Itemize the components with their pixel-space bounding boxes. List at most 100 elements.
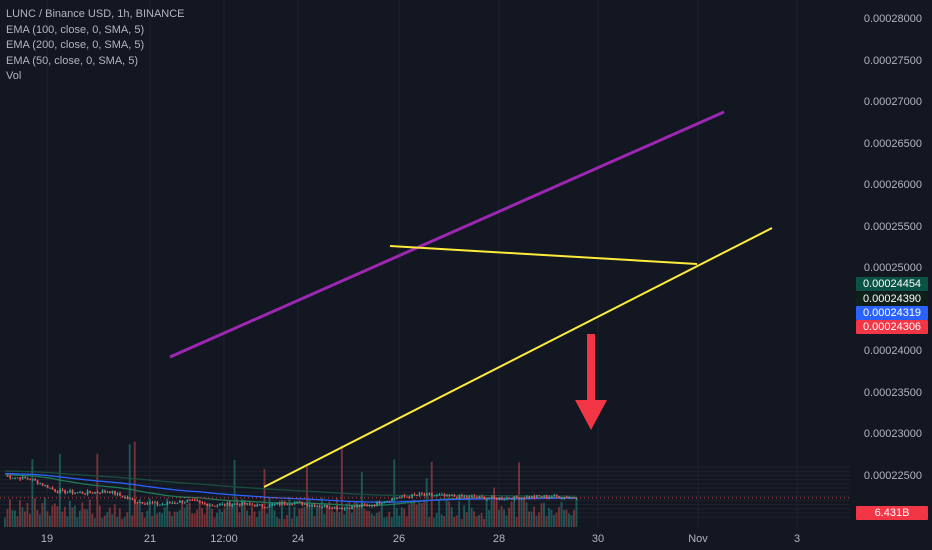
indicator-ema100-label[interactable]: EMA (100, close, 0, SMA, 5) bbox=[6, 23, 145, 36]
time-tick: 21 bbox=[143, 533, 157, 545]
candle-body bbox=[301, 501, 303, 505]
volume-bar bbox=[206, 503, 209, 527]
candle-body bbox=[388, 500, 391, 502]
volume-bar bbox=[186, 504, 189, 527]
candle-body bbox=[208, 505, 211, 507]
volume-bar bbox=[176, 511, 179, 527]
candle-body bbox=[111, 490, 114, 494]
volume-bar bbox=[253, 511, 256, 527]
volume-bar bbox=[395, 507, 398, 527]
candle-body bbox=[193, 499, 196, 501]
price-tick: 0.00026000 bbox=[863, 179, 922, 191]
volume-bar bbox=[400, 507, 403, 527]
candle-body bbox=[323, 505, 326, 507]
time-tick: 28 bbox=[492, 533, 506, 545]
candle-body bbox=[336, 506, 338, 509]
volume-bar bbox=[305, 466, 308, 527]
candle-body bbox=[181, 500, 184, 503]
volume-bar bbox=[555, 512, 558, 527]
candle-body bbox=[211, 505, 214, 507]
volume-bar bbox=[388, 511, 391, 527]
volume-bar bbox=[88, 499, 91, 527]
volume-bar bbox=[211, 509, 214, 527]
candle-body bbox=[550, 496, 553, 498]
badge-label: 0.00024306 bbox=[862, 321, 922, 333]
candle-body bbox=[326, 505, 328, 508]
candle-body bbox=[21, 476, 24, 480]
volume-bar bbox=[28, 513, 31, 527]
candle-body bbox=[520, 497, 523, 500]
candle-body bbox=[465, 496, 468, 498]
candle-body bbox=[316, 505, 318, 507]
volume-bar bbox=[136, 502, 139, 527]
candle-body bbox=[495, 497, 498, 500]
volume-bar bbox=[508, 507, 511, 527]
volume-bar bbox=[16, 516, 19, 527]
candle-body bbox=[186, 499, 189, 502]
volume-bar bbox=[113, 504, 116, 527]
candle-body bbox=[273, 504, 276, 506]
volume-bar bbox=[286, 514, 288, 527]
volume-bar bbox=[435, 512, 438, 527]
candle-body bbox=[248, 503, 251, 505]
volume-bar bbox=[223, 508, 226, 527]
candle-body bbox=[386, 500, 388, 503]
indicator-ema50-label[interactable]: EMA (50, close, 0, SMA, 5) bbox=[6, 54, 139, 67]
candle-body bbox=[206, 503, 209, 507]
candle-body bbox=[545, 495, 548, 498]
volume-bar bbox=[41, 503, 44, 527]
candle-body bbox=[241, 502, 244, 506]
candle-body bbox=[109, 491, 111, 494]
volume-bar bbox=[448, 501, 451, 527]
candle-body bbox=[505, 498, 508, 500]
volume-bar bbox=[43, 497, 46, 527]
candle-body bbox=[361, 504, 363, 507]
candle-body bbox=[503, 499, 506, 501]
volume-bar bbox=[423, 499, 426, 527]
volume-bar bbox=[353, 502, 356, 527]
volume-bar bbox=[570, 515, 573, 527]
volume-bar bbox=[468, 499, 471, 527]
volume-bar bbox=[563, 510, 565, 527]
volume-bar bbox=[261, 507, 263, 527]
volume-bar bbox=[4, 517, 6, 527]
candle-body bbox=[500, 498, 503, 500]
candle-body bbox=[201, 501, 204, 503]
volume-bar bbox=[455, 515, 458, 527]
candle-body bbox=[431, 493, 433, 496]
symbol-title[interactable]: LUNC / Binance USD, 1h, BINANCE bbox=[6, 8, 185, 20]
volume-bar bbox=[538, 512, 540, 527]
volume-bar bbox=[295, 516, 298, 527]
price-tick: 0.00027000 bbox=[863, 96, 922, 108]
badge-label: 0.00024390 bbox=[862, 293, 922, 305]
candle-body bbox=[421, 493, 423, 495]
volume-bar bbox=[258, 510, 261, 527]
candle-body bbox=[129, 498, 131, 500]
candle-body bbox=[188, 499, 191, 501]
volume-bar bbox=[158, 511, 161, 527]
volume-bar bbox=[548, 507, 550, 527]
candle-body bbox=[321, 506, 323, 508]
time-tick: 3 bbox=[793, 533, 801, 545]
candle-body bbox=[470, 495, 473, 497]
volume-bar bbox=[61, 511, 64, 527]
volume-bar bbox=[208, 502, 211, 527]
volume-bar bbox=[568, 513, 570, 527]
candle-body bbox=[44, 485, 46, 487]
volume-bar bbox=[283, 518, 286, 527]
candle-body bbox=[116, 493, 119, 495]
candle-body bbox=[41, 483, 44, 486]
candle-body bbox=[393, 498, 396, 500]
support-trendline bbox=[263, 227, 773, 488]
volume-bar bbox=[73, 505, 76, 527]
candle-body bbox=[268, 504, 271, 508]
time-tick: 12:00 bbox=[210, 533, 238, 545]
candle-body bbox=[461, 494, 463, 497]
candle-body bbox=[134, 499, 136, 503]
indicator-volume-label[interactable]: Vol bbox=[6, 70, 22, 82]
candle-body bbox=[401, 495, 403, 498]
volume-bar bbox=[273, 510, 276, 527]
indicator-ema200-label[interactable]: EMA (200, close, 0, SMA, 5) bbox=[6, 39, 145, 51]
